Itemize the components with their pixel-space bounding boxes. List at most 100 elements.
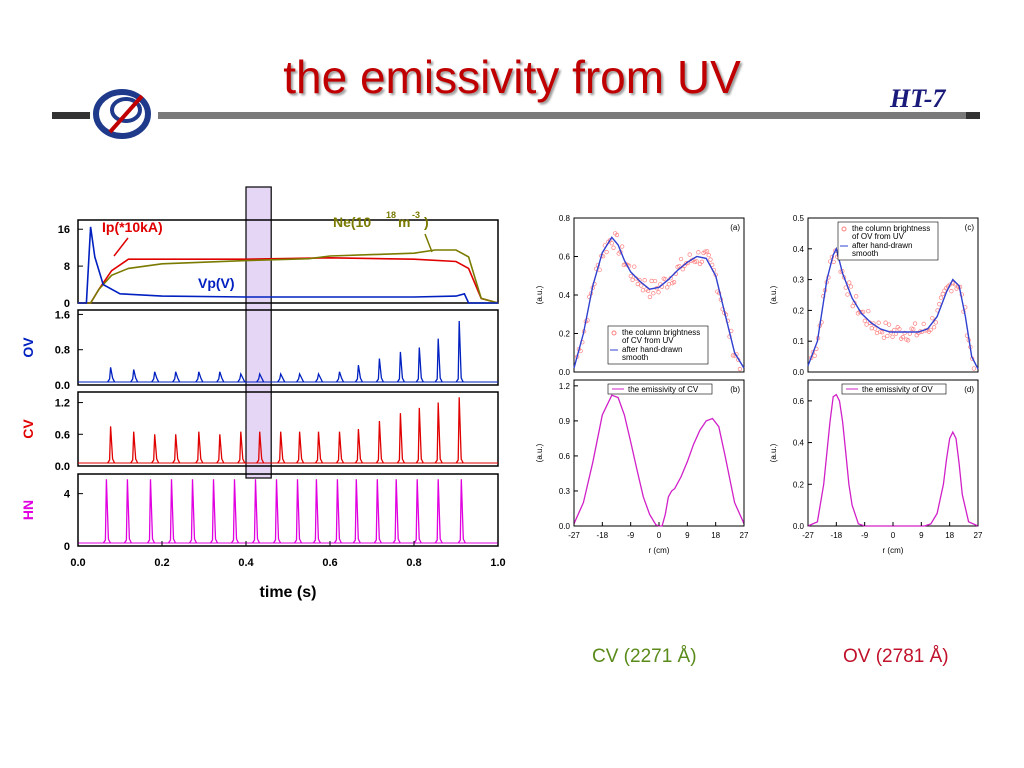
y-tick-label: 0 [64, 298, 70, 310]
brightness-point [890, 334, 895, 339]
x-axis-label: time (s) [260, 584, 317, 601]
spike-mark [457, 479, 466, 544]
legend-marker [611, 330, 617, 336]
x-tick-label: 0.6 [322, 557, 337, 569]
y-axis-label: (a.u.) [769, 443, 778, 462]
brightness-point [649, 278, 654, 284]
label-ne: Ne(10 [333, 214, 371, 230]
x-tick-label: 27 [740, 531, 749, 540]
spike-mark [396, 351, 405, 383]
y-tick-label: 0 [64, 541, 70, 553]
brightness-point [848, 284, 854, 289]
subplot-frame [77, 219, 499, 304]
label-ne-pointer [424, 233, 433, 253]
header-bar-left [52, 112, 90, 119]
label-ne-exp: 18 [386, 210, 396, 220]
brightness-point [971, 366, 977, 371]
y-tick-label: 0.3 [793, 276, 805, 285]
label-vp: Vp(V) [198, 275, 235, 291]
y-tick-label: 0.4 [793, 439, 805, 448]
brightness-point [609, 241, 614, 246]
spike-mark [375, 358, 384, 383]
spike-mark [123, 479, 132, 544]
spike-mark [335, 371, 345, 383]
spike-mark [413, 479, 422, 544]
brightness-point [663, 277, 668, 282]
spike-mark [296, 371, 305, 383]
label-ne-exp2: -3 [412, 210, 420, 220]
brightness-point [864, 322, 869, 327]
brightness-point [614, 232, 620, 238]
y-tick-label: 0.1 [793, 337, 805, 346]
ht7-badge: HT-7 [890, 84, 946, 113]
spike-mark [107, 426, 116, 464]
spike-mark [130, 369, 139, 383]
x-tick-label: -9 [861, 531, 869, 540]
label-ip-pointer [113, 237, 129, 257]
smooth-line [573, 236, 745, 369]
y-axis-label: (a.u.) [535, 285, 544, 304]
spike-mark [167, 479, 177, 544]
brightness-point [706, 253, 711, 258]
brightness-point [886, 322, 892, 327]
x-tick-label: 0 [657, 531, 662, 540]
brightness-point [866, 308, 871, 314]
brightness-point [680, 267, 685, 272]
spike-mark [107, 367, 116, 383]
brightness-point [652, 278, 658, 284]
spike-mark [277, 371, 286, 383]
x-axis-label: r (cm) [883, 546, 904, 555]
x-tick-label: 0.8 [406, 557, 421, 569]
brightness-point [862, 318, 867, 323]
legend-text: the emissivity of CV [628, 385, 699, 394]
y-tick-label: 8 [64, 261, 70, 273]
spike-mark [415, 407, 424, 464]
x-tick-label: 0.4 [238, 557, 254, 569]
y-tick-label: 0.5 [793, 214, 805, 223]
y-tick-label: 0.6 [559, 253, 571, 262]
legend-box [607, 383, 713, 395]
spike-mark [172, 371, 181, 383]
spike-mark [415, 347, 424, 383]
brightness-point [847, 280, 852, 285]
series-line [78, 226, 498, 304]
y-tick-label: 1.2 [55, 398, 70, 410]
brightness-point [845, 292, 850, 297]
brightness-point [708, 257, 713, 262]
legend-text: of CV from UV [622, 336, 674, 345]
brightness-point [635, 281, 640, 287]
series-line [78, 249, 499, 304]
spike-mark [455, 321, 464, 383]
y-axis-label: OV [20, 337, 36, 358]
brightness-point [874, 330, 880, 336]
x-tick-label: -18 [831, 531, 843, 540]
brightness-point [912, 321, 918, 326]
brightness-point [921, 321, 926, 327]
y-tick-label: 0.6 [559, 452, 571, 461]
legend-text: the column brightness [622, 328, 700, 337]
panel-tag: (a) [730, 223, 740, 232]
legend-text: smooth [852, 249, 878, 258]
brightness-point [639, 283, 644, 288]
spike-mark [392, 479, 401, 544]
brightness-point [611, 245, 616, 250]
y-axis-label: (a.u.) [769, 285, 778, 304]
y-tick-label: 0.4 [793, 245, 805, 254]
brightness-point [850, 303, 855, 309]
emissivity-line [807, 393, 979, 527]
panel-tag: (d) [964, 385, 974, 394]
brightness-point [703, 249, 708, 254]
legend-marker [841, 226, 847, 232]
x-tick-label: 27 [974, 531, 983, 540]
brightness-point [632, 264, 637, 269]
spike-mark [195, 431, 204, 464]
spike-mark [256, 431, 265, 464]
y-tick-label: 1.6 [55, 309, 70, 321]
spike-mark [256, 371, 265, 383]
spike-mark [251, 479, 261, 544]
brightness-point [640, 288, 646, 293]
y-tick-label: 0.3 [559, 487, 571, 496]
brightness-point [694, 259, 699, 264]
legend-text: the column brightness [852, 224, 930, 233]
